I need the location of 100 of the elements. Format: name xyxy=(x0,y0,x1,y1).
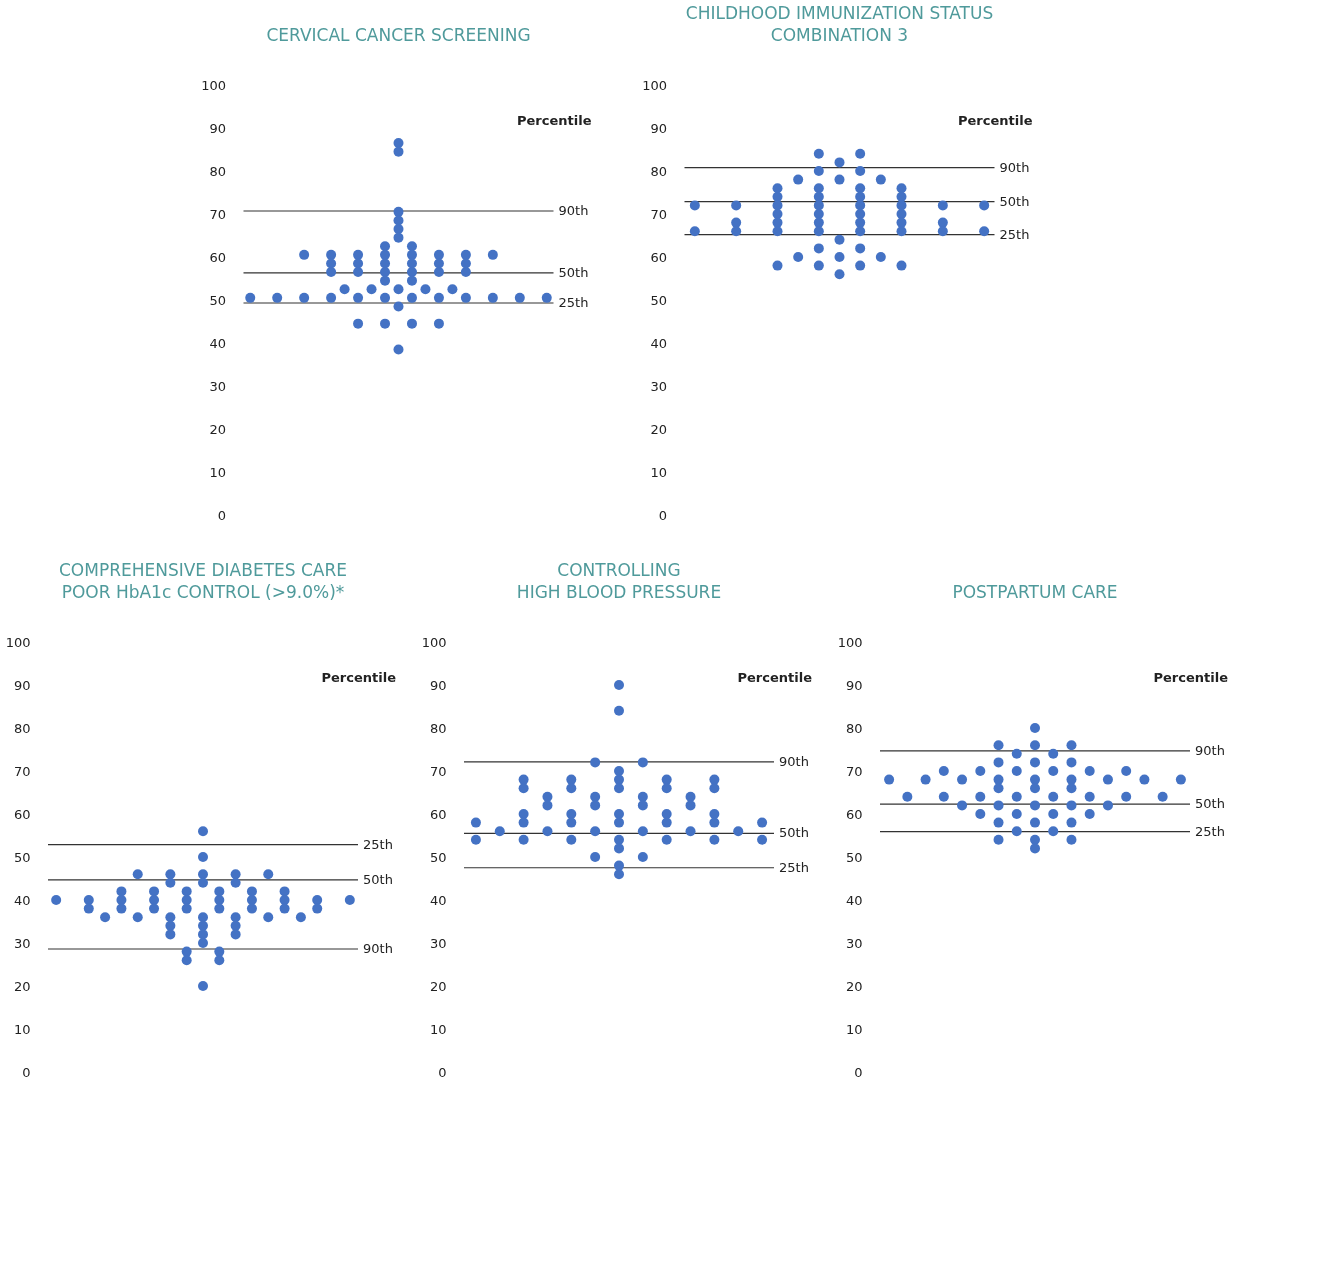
point xyxy=(590,826,601,837)
point xyxy=(614,783,624,794)
point xyxy=(83,903,94,914)
chart-title: COMPREHENSIVE DIABETES CARE POOR HbA1c CONTROL (>9.0%)* xyxy=(58,560,348,602)
point xyxy=(518,834,529,845)
point xyxy=(214,895,225,905)
point xyxy=(518,817,529,828)
point xyxy=(326,249,337,260)
point xyxy=(246,886,257,897)
point xyxy=(198,852,208,862)
point xyxy=(566,834,577,845)
ref-line-label: 25th xyxy=(999,226,1030,242)
point xyxy=(230,929,241,940)
point xyxy=(165,912,176,923)
point xyxy=(366,284,377,295)
point xyxy=(772,209,783,219)
point xyxy=(590,757,601,768)
y-tick-label: 70 xyxy=(845,763,863,779)
point xyxy=(689,226,700,237)
point xyxy=(393,206,404,217)
point xyxy=(709,783,720,794)
point xyxy=(1030,723,1040,733)
point xyxy=(181,946,192,957)
y-tick-label: 90 xyxy=(429,677,447,693)
point xyxy=(494,826,505,837)
ref-line-label: 25th xyxy=(779,859,809,875)
point xyxy=(198,981,208,991)
y-tick-label: 70 xyxy=(429,763,447,779)
y-tick-label: 50 xyxy=(650,292,667,308)
point xyxy=(353,318,364,329)
y-tick-label: 50 xyxy=(845,849,863,865)
point xyxy=(834,174,845,185)
y-tick-label: 60 xyxy=(209,249,226,265)
point xyxy=(344,895,355,905)
point xyxy=(326,292,337,303)
point xyxy=(834,269,845,280)
point xyxy=(312,903,323,914)
point xyxy=(975,809,986,819)
point xyxy=(975,766,986,776)
point xyxy=(979,226,990,237)
point xyxy=(198,929,208,940)
y-tick-label: 50 xyxy=(209,292,226,308)
point xyxy=(1048,809,1059,819)
point xyxy=(993,740,1004,751)
point xyxy=(198,826,208,837)
point xyxy=(896,191,907,202)
point xyxy=(181,903,192,914)
point xyxy=(793,174,804,185)
point xyxy=(731,226,742,237)
point xyxy=(884,774,895,785)
y-tick-label: 90 xyxy=(650,120,667,136)
point xyxy=(834,252,845,262)
point xyxy=(896,183,907,194)
point xyxy=(614,817,624,828)
point xyxy=(393,224,404,235)
point xyxy=(1048,826,1059,837)
point xyxy=(380,318,391,329)
point xyxy=(542,800,553,811)
point xyxy=(326,267,337,278)
point xyxy=(938,766,949,776)
point xyxy=(993,800,1004,811)
y-tick-label: 100 xyxy=(421,634,447,650)
y-tick-label: 40 xyxy=(650,335,667,351)
point xyxy=(731,200,742,211)
annotation: Percentile xyxy=(321,670,397,685)
point xyxy=(896,209,907,219)
point xyxy=(1011,766,1022,776)
y-tick-label: 80 xyxy=(650,163,667,179)
point xyxy=(132,912,143,923)
y-tick-label: 70 xyxy=(650,206,667,222)
y-tick-label: 30 xyxy=(650,378,667,394)
point xyxy=(406,267,417,278)
point xyxy=(165,920,176,931)
point xyxy=(566,809,577,819)
point xyxy=(1048,766,1059,776)
ref-line-label: 50th xyxy=(779,825,809,841)
annotation: Percentile xyxy=(958,113,1033,128)
point xyxy=(1139,774,1150,785)
point xyxy=(1157,791,1168,802)
point xyxy=(542,791,553,802)
point xyxy=(353,267,364,278)
point xyxy=(198,938,208,948)
y-tick-label: 0 xyxy=(658,507,667,523)
point xyxy=(263,912,274,923)
point xyxy=(198,920,208,931)
ref-line-label: 25th xyxy=(363,836,393,852)
y-tick-label: 10 xyxy=(13,1021,31,1037)
point xyxy=(855,183,866,194)
point xyxy=(920,774,931,785)
point xyxy=(1066,783,1077,794)
ref-line-label: 90th xyxy=(1195,742,1225,758)
y-tick-label: 100 xyxy=(201,77,226,93)
annotation: Percentile xyxy=(1153,670,1229,685)
point xyxy=(1102,800,1113,811)
point xyxy=(198,869,208,880)
point xyxy=(393,344,404,355)
point xyxy=(614,843,624,854)
point xyxy=(230,920,241,931)
point xyxy=(246,903,257,914)
point xyxy=(393,232,404,243)
